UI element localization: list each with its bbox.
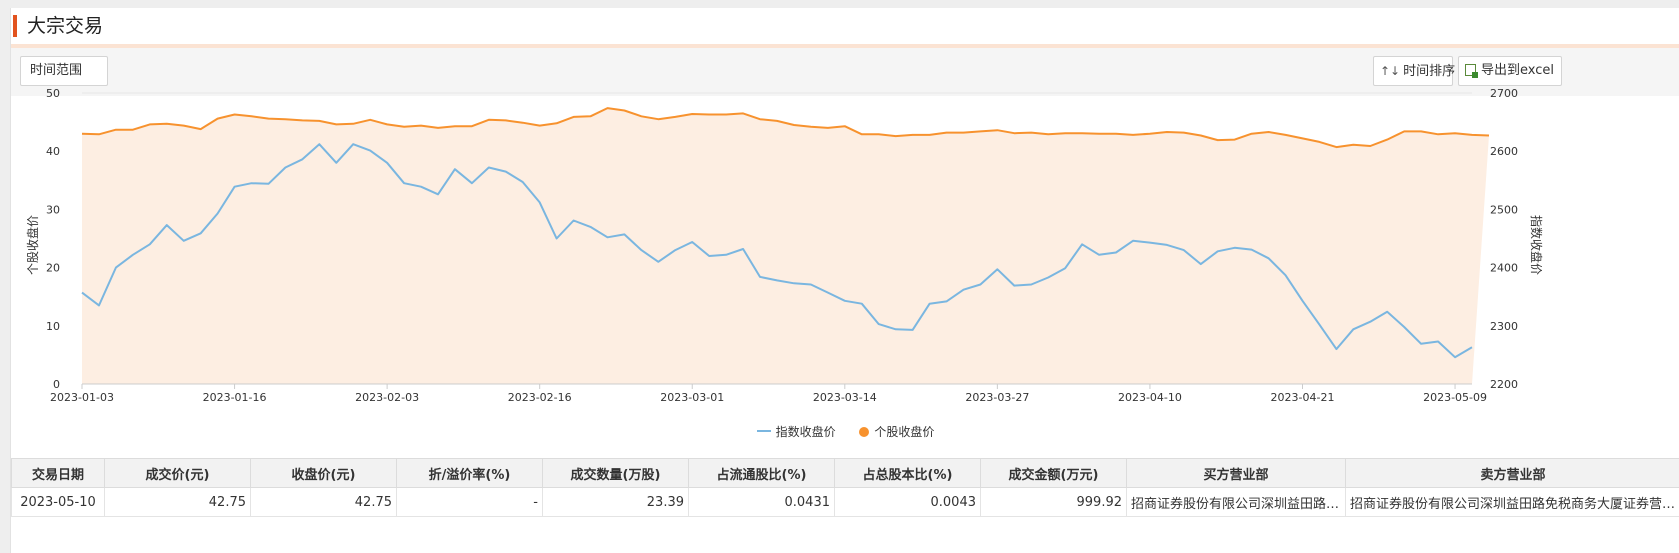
x-tick-label: 2023-03-27	[965, 391, 1029, 404]
x-tick-label: 2023-02-03	[355, 391, 419, 404]
toolbar: 时间范围 ↑↓ 时间排序 导出到excel	[11, 48, 1679, 96]
y-right-tick-label: 2500	[1490, 203, 1518, 216]
y-left-tick-label: 0	[53, 378, 60, 391]
x-tick-label: 2023-01-03	[50, 391, 114, 404]
legend-label-index: 指数收盘价	[775, 425, 836, 439]
panel-header: 大宗交易	[11, 8, 1679, 48]
series-lines	[81, 107, 1490, 359]
time-range-button[interactable]: 时间范围	[20, 56, 108, 86]
panel-title: 大宗交易	[27, 15, 104, 37]
axis-labels: 个股收盘价 指数收盘价	[25, 215, 1544, 275]
col-header-seller: 卖方营业部	[1345, 458, 1679, 488]
y-left-tick-label: 40	[46, 145, 60, 158]
y-left-tick-label: 30	[46, 203, 60, 216]
price-chart: 0 10 20 30 40 50 2200 2300 2400 2500 2600 2700 2023-…	[25, 87, 1544, 404]
series-line-stock-close	[81, 107, 1490, 149]
legend-item-index[interactable]: 指数收盘价	[756, 422, 836, 442]
cell-trade-price: 42.75	[104, 487, 251, 517]
axes: 0 10 20 30 40 50 2200 2300 2400 2500 2600 2700 2023-…	[46, 87, 1518, 404]
cell-close-price: 42.75	[250, 487, 397, 517]
y-right-tick-label: 2700	[1490, 87, 1518, 100]
col-header-trade-price: 成交价(元)	[104, 458, 251, 488]
export-label: 导出到excel	[1481, 63, 1554, 78]
x-tick-label: 2023-03-01	[660, 391, 724, 404]
col-header-volume: 成交数量(万股)	[542, 458, 689, 488]
legend-item-stock[interactable]: 个股收盘价	[859, 422, 934, 442]
title-accent-bar	[13, 15, 17, 37]
col-header-premium-rate: 折/溢价率(%)	[396, 458, 543, 488]
col-header-close-price: 收盘价(元)	[250, 458, 397, 488]
y-axis-right-title: 指数收盘价	[1529, 215, 1544, 275]
block-trade-panel: 大宗交易 时间范围 ↑↓ 时间排序 导出到excel 0 10 20 30 40 50 220…	[10, 8, 1679, 553]
stock-close-area	[82, 108, 1489, 384]
x-tick-label: 2023-04-10	[1118, 391, 1182, 404]
x-tick-label: 2023-03-14	[813, 391, 877, 404]
x-tick-label: 2023-04-21	[1271, 391, 1335, 404]
legend-line-swatch	[756, 430, 771, 432]
sort-by-time-button[interactable]: ↑↓ 时间排序	[1373, 56, 1456, 86]
sort-label: 时间排序	[1403, 64, 1456, 79]
y-left-tick-label: 10	[46, 320, 60, 333]
col-header-float-share-ratio: 占流通股比(%)	[688, 458, 835, 488]
cell-volume: 23.39	[542, 487, 689, 517]
x-tick-label: 2023-05-09	[1423, 391, 1487, 404]
y-right-tick-label: 2600	[1490, 145, 1518, 158]
col-header-trade-date: 交易日期	[11, 458, 105, 488]
area-layer	[82, 108, 1489, 384]
time-range-label: 时间范围	[30, 63, 83, 78]
legend-dot-swatch	[859, 427, 870, 437]
chart-legend: 指数收盘价 个股收盘价	[11, 422, 1679, 442]
col-header-total-share-ratio: 占总股本比(%)	[834, 458, 981, 488]
export-excel-button[interactable]: 导出到excel	[1458, 56, 1562, 86]
cell-seller: 招商证券股份有限公司深圳益田路免税商务大厦证券营业部	[1345, 487, 1679, 517]
y-left-tick-label: 50	[46, 87, 60, 100]
cell-trade-date: 2023-05-10	[11, 487, 105, 517]
cell-total-share-ratio: 0.0043	[834, 487, 981, 517]
series-line-index-close	[81, 143, 1473, 359]
col-header-amount: 成交金额(万元)	[980, 458, 1127, 488]
table-row: 2023-05-10 42.75 42.75 - 23.39 0.0431 0.…	[11, 487, 1679, 517]
block-trade-table: 交易日期 成交价(元) 收盘价(元) 折/溢价率(%) 成交数量(万股) 占流通…	[11, 458, 1679, 517]
cell-premium-rate: -	[396, 487, 543, 517]
col-header-buyer: 买方营业部	[1126, 458, 1346, 488]
x-tick-label: 2023-02-16	[508, 391, 572, 404]
y-right-tick-label: 2300	[1490, 320, 1518, 333]
y-left-tick-label: 20	[46, 262, 60, 275]
sort-arrows-icon: ↑↓	[1380, 64, 1401, 78]
x-tick-label: 2023-01-16	[203, 391, 267, 404]
y-right-tick-label: 2400	[1490, 262, 1518, 275]
excel-export-icon	[1465, 64, 1478, 78]
y-right-tick-label: 2200	[1490, 378, 1518, 391]
table-header-row: 交易日期 成交价(元) 收盘价(元) 折/溢价率(%) 成交数量(万股) 占流通…	[11, 458, 1679, 488]
y-axis-left-title: 个股收盘价	[25, 215, 40, 275]
cell-float-share-ratio: 0.0431	[688, 487, 835, 517]
cell-buyer: 招商证券股份有限公司深圳益田路免税商务大厦证券营业部	[1126, 487, 1346, 517]
legend-label-stock: 个股收盘价	[874, 425, 935, 439]
cell-amount: 999.92	[980, 487, 1127, 517]
